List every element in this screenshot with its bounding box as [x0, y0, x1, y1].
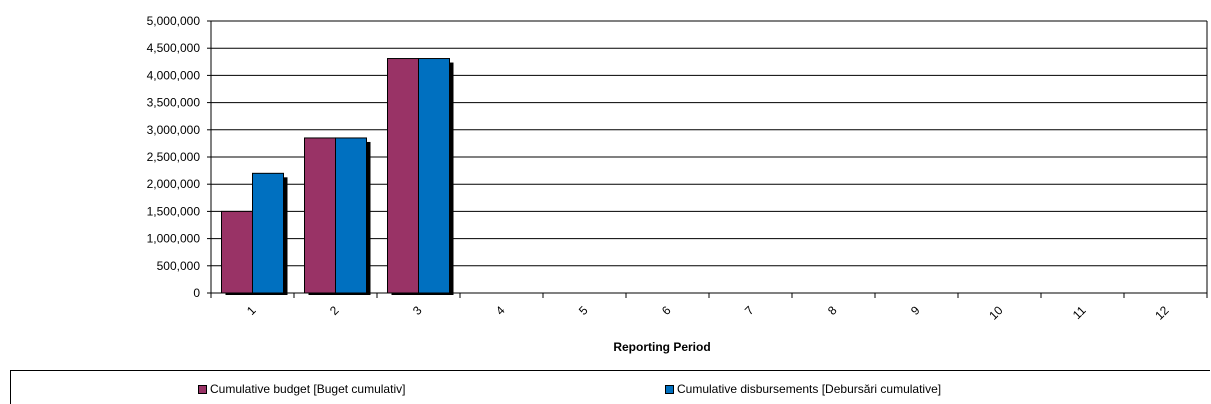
bar-budget: [221, 210, 253, 294]
x-axis-title: Reporting Period: [613, 340, 710, 354]
x-tick-label: 11: [1070, 303, 1089, 322]
bar-disbursements: [418, 58, 450, 294]
x-tick-label: 10: [986, 303, 1006, 323]
x-tick-label: 9: [908, 303, 923, 318]
y-tick-label: 4,000,000: [147, 68, 201, 82]
x-tick-label: 6: [659, 303, 674, 318]
x-tick-label: 7: [742, 303, 757, 318]
legend-item-budget: Cumulative budget [Buget cumulativ]: [198, 382, 405, 396]
x-tick-label: 3: [410, 303, 425, 318]
legend-swatch-disbursements: [665, 384, 674, 394]
x-tick-label: 5: [576, 303, 591, 318]
y-tick-label: 1,500,000: [147, 204, 201, 218]
legend-label-budget: Cumulative budget [Buget cumulativ]: [210, 382, 406, 396]
bar-disbursements: [335, 137, 367, 294]
bar-budget: [387, 58, 419, 294]
y-tick-label: 2,500,000: [147, 150, 201, 164]
y-tick-label: 500,000: [157, 259, 201, 273]
x-tick-label: 2: [327, 303, 342, 318]
legend-swatch-budget: [198, 384, 207, 394]
y-tick-label: 3,500,000: [147, 96, 201, 110]
y-tick-label: 0: [193, 286, 200, 300]
bar-budget: [304, 137, 336, 294]
legend-item-disbursements: Cumulative disbursements [Debursări cumu…: [665, 382, 941, 396]
legend: Cumulative budget [Buget cumulativ] Cumu…: [10, 370, 1210, 404]
y-tick-label: 1,000,000: [147, 232, 201, 246]
x-tick-label: 4: [493, 303, 508, 318]
y-tick-label: 2,000,000: [147, 177, 201, 191]
y-tick-label: 5,000,000: [147, 14, 201, 28]
x-tick-label: 1: [244, 303, 259, 318]
legend-label-disbursements: Cumulative disbursements [Debursări cumu…: [677, 382, 942, 396]
x-tick-label: 12: [1152, 303, 1172, 323]
y-tick-label: 3,000,000: [147, 123, 201, 137]
y-tick-label: 4,500,000: [147, 41, 201, 55]
bar-disbursements: [252, 172, 284, 294]
x-tick-label: 8: [825, 303, 840, 318]
bar-chart-plot: 0 500,000 1,000,000 1,500,000 2,000,000 2,500…: [147, 14, 1208, 354]
